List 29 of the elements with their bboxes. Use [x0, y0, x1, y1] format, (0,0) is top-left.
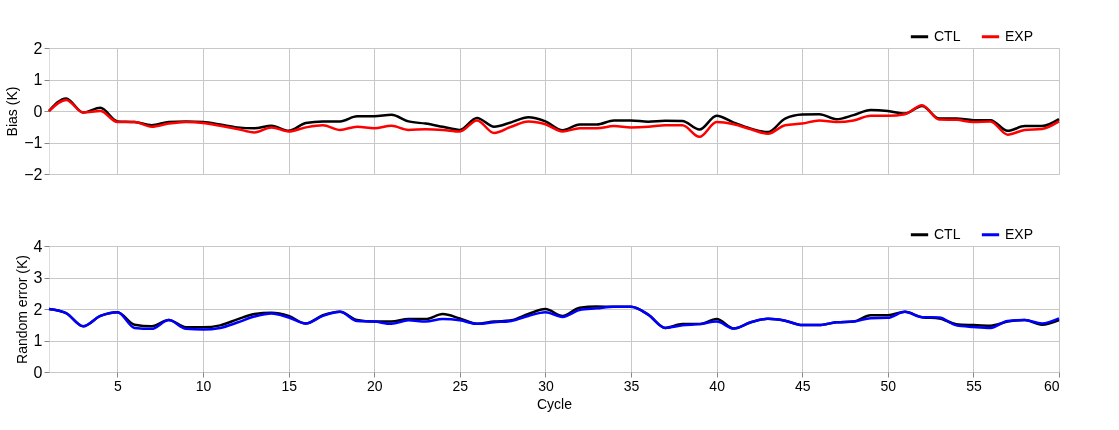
x-tick-label: 30 — [538, 377, 554, 394]
y-tick-label: 2 — [33, 300, 43, 318]
x-tick-label: 50 — [880, 377, 897, 394]
x-axis-title: Cycle — [536, 395, 573, 412]
y-tick-label: −1 — [24, 134, 43, 151]
y-tick-label: 3 — [33, 269, 43, 286]
x-tick-label: 35 — [623, 377, 640, 394]
x-tick-label: 5 — [114, 377, 123, 394]
x-tick-label: 10 — [195, 377, 212, 394]
x-tick-label: 15 — [281, 377, 298, 394]
x-tick-label: 25 — [452, 377, 469, 394]
y-axis-title: Bias (K) — [4, 86, 21, 137]
y-tick-label: 1 — [33, 71, 43, 88]
y-tick-label: −2 — [24, 165, 43, 183]
legend-label: CTL — [934, 225, 961, 242]
legend-label: EXP — [1005, 225, 1034, 242]
x-tick-label: 45 — [794, 377, 811, 394]
legend-label: EXP — [1005, 27, 1034, 44]
y-axis-title: Random error (K) — [13, 255, 30, 364]
y-tick-label: 2 — [33, 39, 43, 57]
x-tick-label: 40 — [709, 377, 726, 394]
y-tick-label: 4 — [33, 237, 43, 255]
y-tick-label: 1 — [33, 332, 43, 349]
y-tick-label: 0 — [33, 363, 43, 381]
x-tick-label: 20 — [366, 377, 383, 394]
x-tick-label: 55 — [966, 377, 982, 394]
x-tick-label: 60 — [1043, 377, 1060, 394]
y-tick-label: 0 — [33, 102, 43, 120]
legend-label: CTL — [934, 27, 961, 44]
